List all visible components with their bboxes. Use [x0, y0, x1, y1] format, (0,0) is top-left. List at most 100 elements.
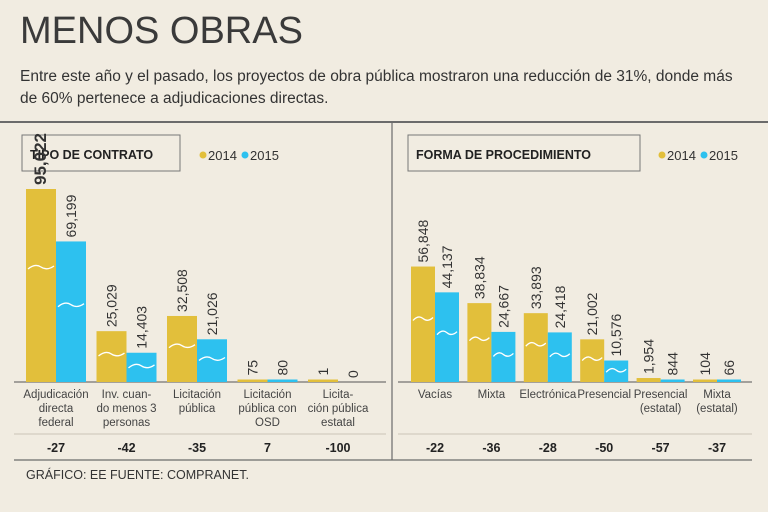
- value-label-2015-6: 66: [721, 360, 737, 376]
- change-value-1: -27: [47, 441, 65, 455]
- value-label-2014-4: 21,002: [584, 292, 600, 335]
- change-value-3: -35: [188, 441, 206, 455]
- chart-title: FORMA DE PROCEDIMIENTO: [416, 148, 591, 162]
- change-value-1: -22: [426, 441, 444, 455]
- category-label-2: do menos 3: [96, 403, 156, 415]
- value-label-2014-1: 95,022: [31, 133, 50, 185]
- legend-swatch-2014: [199, 151, 207, 159]
- bar-2015-2: [126, 352, 157, 382]
- bar-break-mark: [198, 356, 226, 362]
- category-label-1: directa: [39, 403, 74, 415]
- category-label-2: Inv. cuan-: [102, 389, 152, 401]
- bar-break-mark: [605, 367, 627, 373]
- change-value-4: 7: [264, 441, 271, 455]
- bar-break-mark: [27, 264, 55, 270]
- value-label-2014-3: 33,893: [528, 266, 544, 309]
- bar-2015-1: [56, 241, 86, 382]
- value-label-2015-5: 0: [345, 370, 361, 378]
- bar-break-mark: [412, 316, 434, 321]
- bar-2015-5: [660, 379, 685, 382]
- page-title: MENOS OBRAS: [20, 10, 303, 52]
- value-label-2015-3: 24,418: [552, 285, 568, 328]
- value-label-2014-2: 25,029: [104, 284, 120, 327]
- page-subtitle: Entre este año y el pasado, los proyecto…: [20, 68, 733, 107]
- bar-2014-5: [636, 378, 661, 382]
- chart-title-box: [21, 134, 181, 172]
- category-label-5: estatal: [321, 417, 355, 429]
- value-label-2015-2: 14,403: [134, 306, 150, 349]
- change-value-2: -42: [117, 441, 135, 455]
- change-value-3: -28: [539, 441, 557, 455]
- change-value-5: -100: [325, 441, 350, 455]
- bar-2015-3: [547, 332, 572, 382]
- category-label-1: federal: [38, 417, 73, 429]
- legend-swatch-2015: [241, 151, 249, 159]
- category-label-6: (estatal): [696, 403, 738, 415]
- bar-break-mark: [128, 363, 155, 369]
- legend-label-2014: 2014: [208, 148, 237, 163]
- category-label-4: Presencial: [577, 389, 631, 401]
- bar-2014-1: [26, 189, 56, 382]
- top-divider: [0, 121, 768, 123]
- bar-2015-1: [435, 292, 459, 382]
- category-label-5: ción pública: [308, 403, 369, 415]
- value-label-2014-3: 32,508: [174, 269, 190, 312]
- bar-break-mark: [98, 351, 125, 357]
- value-label-2014-6: 104: [697, 352, 713, 376]
- bar-2014-5: [308, 379, 338, 382]
- bar-2015-4: [604, 360, 629, 382]
- bar-2015-2: [491, 331, 516, 382]
- legend-swatch-2014: [658, 151, 666, 159]
- value-label-2014-4: 75: [245, 360, 261, 376]
- value-label-2015-1: 69,199: [63, 194, 79, 237]
- bar-break-mark: [57, 302, 85, 308]
- category-label-3: Electrónica: [519, 389, 576, 401]
- value-label-2014-5: 1,954: [641, 339, 657, 374]
- value-label-2015-1: 44,137: [439, 245, 455, 288]
- bar-break-mark: [492, 352, 514, 357]
- legend-label-2015: 2015: [250, 148, 279, 163]
- bar-2014-3: [523, 313, 548, 382]
- value-label-2015-2: 24,667: [495, 285, 511, 328]
- change-value-4: -50: [595, 441, 613, 455]
- legend-label-2014: 2014: [667, 148, 696, 163]
- category-label-4: pública con: [238, 403, 296, 415]
- category-label-3: pública: [179, 403, 216, 415]
- category-label-5: Presencial: [634, 389, 688, 401]
- category-label-2: personas: [103, 417, 151, 429]
- change-value-2: -36: [482, 441, 500, 455]
- footer-credit: GRÁFICO: EE FUENTE: COMPRANET.: [26, 468, 249, 482]
- bar-break-mark: [436, 330, 458, 336]
- value-label-2015-3: 21,026: [204, 292, 220, 335]
- legend-swatch-2015: [700, 151, 708, 159]
- change-value-5: -57: [652, 441, 670, 455]
- bar-break-mark: [168, 343, 196, 349]
- value-label-2014-2: 38,834: [471, 256, 487, 299]
- bar-2014-6: [693, 379, 717, 382]
- bar-break-mark: [468, 336, 490, 342]
- bar-break-mark: [525, 341, 547, 347]
- category-label-1: Vacías: [418, 389, 453, 401]
- bar-2014-4: [237, 379, 268, 382]
- value-label-2014-1: 56,848: [415, 220, 431, 263]
- category-label-5: (estatal): [640, 403, 682, 415]
- category-label-4: OSD: [255, 417, 280, 429]
- bar-2014-4: [580, 339, 605, 382]
- legend-label-2015: 2015: [709, 148, 738, 163]
- value-label-2015-4: 10,576: [608, 313, 624, 356]
- chart-title-box: [407, 134, 641, 172]
- bar-2015-4: [267, 379, 298, 382]
- chart-panel-2: FORMA DE PROCEDIMIENTO 2014 2015 56,848 44,1…: [398, 134, 752, 455]
- category-label-5: Licita-: [323, 389, 354, 401]
- bar-2014-2: [96, 331, 127, 382]
- value-label-2014-5: 1: [315, 368, 331, 376]
- category-label-3: Licitación: [173, 389, 221, 401]
- chart-title: TIPO DE CONTRATO: [30, 148, 153, 162]
- category-label-6: Mixta: [703, 389, 731, 401]
- category-label-1: Adjudicación: [23, 389, 88, 401]
- bar-2014-3: [167, 315, 197, 382]
- bar-break-mark: [549, 352, 571, 358]
- change-value-6: -37: [708, 441, 726, 455]
- value-label-2015-4: 80: [275, 360, 291, 376]
